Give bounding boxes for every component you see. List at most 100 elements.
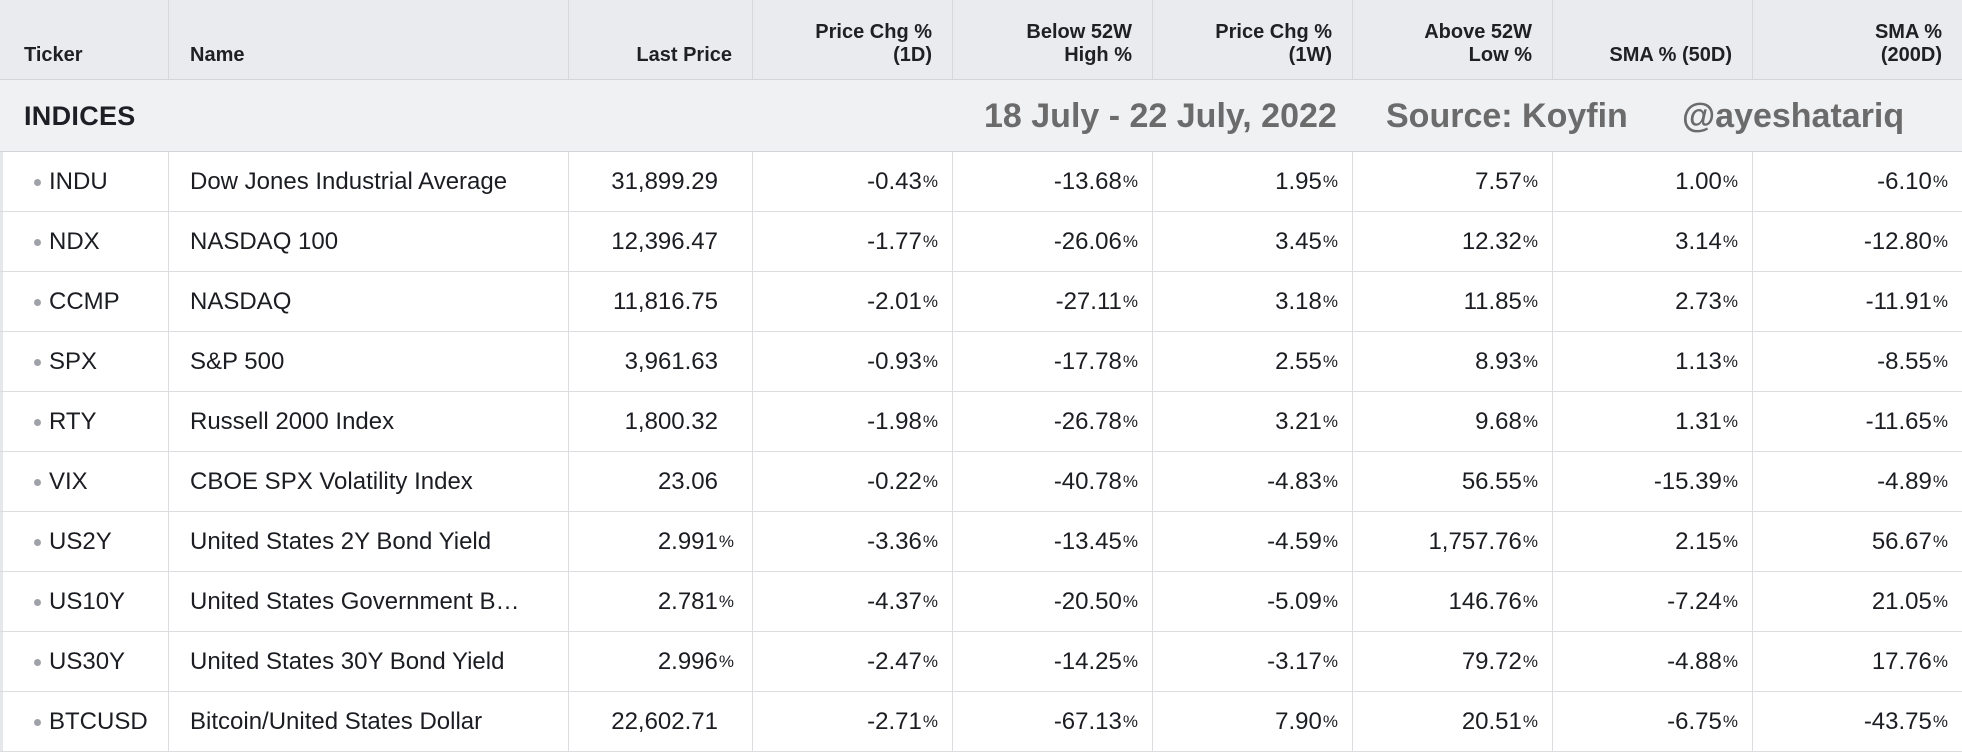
last-price-cell: 2.991% — [569, 512, 753, 571]
percent-sign: % — [1522, 651, 1538, 671]
percent-sign: % — [1522, 231, 1538, 251]
percent-sign: % — [922, 411, 938, 431]
table-row[interactable]: VIX CBOE SPX Volatility Index 23.06 -0.22% -… — [0, 452, 1962, 512]
ticker-cell[interactable]: BTCUSD — [0, 692, 169, 751]
last-price-cell: 2.996% — [569, 632, 753, 691]
above-52w-cell: 11.85% — [1353, 272, 1553, 331]
column-header-label: Last Price — [636, 44, 732, 66]
sma-200-value: 17.76 — [1871, 647, 1932, 675]
chg-1d-value: -0.43 — [867, 167, 922, 195]
column-header-below-52w[interactable]: Below 52W High % — [953, 0, 1153, 79]
ticker-cell[interactable]: INDU — [0, 152, 169, 211]
below-52w-cell: -40.78% — [953, 452, 1153, 511]
chg-1d-cell: -2.71% — [753, 692, 953, 751]
table-row[interactable]: INDU Dow Jones Industrial Average 31,899.2… — [0, 152, 1962, 212]
chg-1w-cell: -4.59% — [1153, 512, 1353, 571]
last-price-value: 1,800.32 — [624, 407, 718, 435]
sma-50-cell: -15.39% — [1553, 452, 1753, 511]
chg-1w-value: 1.95 — [1275, 167, 1322, 195]
name-cell: Bitcoin/United States Dollar — [169, 692, 569, 751]
percent-sign: % — [1722, 471, 1738, 491]
ticker-cell[interactable]: RTY — [0, 392, 169, 451]
ticker-cell[interactable]: US2Y — [0, 512, 169, 571]
column-header-label: Price Chg % — [815, 21, 932, 43]
percent-sign: % — [922, 591, 938, 611]
above-52w-cell: 7.57% — [1353, 152, 1553, 211]
column-header-label: Below 52W — [1026, 21, 1132, 43]
chg-1w-value: -4.59 — [1267, 527, 1322, 555]
sma-200-cell: -11.65% — [1753, 392, 1962, 451]
percent-sign: % — [1122, 411, 1138, 431]
ticker-cell[interactable]: VIX — [0, 452, 169, 511]
sma-50-value: 2.73 — [1675, 287, 1722, 315]
column-header-label: SMA % (50D) — [1609, 44, 1732, 66]
sma-50-value: 3.14 — [1675, 227, 1722, 255]
below-52w-cell: -27.11% — [953, 272, 1153, 331]
column-header-above-52w[interactable]: Above 52W Low % — [1353, 0, 1553, 79]
ticker-cell[interactable]: US10Y — [0, 572, 169, 631]
last-price-value: 22,602.71 — [611, 707, 718, 735]
column-header-last-price[interactable]: Last Price — [569, 0, 753, 79]
ticker-symbol: VIX — [49, 467, 88, 495]
percent-sign: % — [1122, 471, 1138, 491]
percent-sign: % — [718, 651, 734, 671]
below-52w-value: -40.78 — [1053, 467, 1122, 495]
ticker-symbol: US2Y — [49, 527, 112, 555]
percent-sign: % — [1522, 471, 1538, 491]
table-row[interactable]: BTCUSD Bitcoin/United States Dollar 22,602… — [0, 692, 1962, 752]
ticker-cell[interactable]: SPX — [0, 332, 169, 391]
last-price-cell: 22,602.71 — [569, 692, 753, 751]
last-price-cell: 1,800.32 — [569, 392, 753, 451]
sma-50-cell: -7.24% — [1553, 572, 1753, 631]
last-price-cell: 2.781% — [569, 572, 753, 631]
chg-1w-cell: 3.45% — [1153, 212, 1353, 271]
ticker-cell[interactable]: US30Y — [0, 632, 169, 691]
table-row[interactable]: CCMP NASDAQ 11,816.75 -2.01% -27.11% 3.18% 11.… — [0, 272, 1962, 332]
chg-1w-value: 3.21 — [1275, 407, 1322, 435]
table-row[interactable]: RTY Russell 2000 Index 1,800.32 -1.98% -26.7… — [0, 392, 1962, 452]
percent-sign: % — [1322, 471, 1338, 491]
percent-sign: % — [1932, 591, 1948, 611]
above-52w-cell: 146.76% — [1353, 572, 1553, 631]
table-row[interactable]: US10Y United States Government B… 2.781% -4… — [0, 572, 1962, 632]
column-header-name[interactable]: Name — [169, 0, 569, 79]
last-price-value: 31,899.29 — [611, 167, 718, 195]
column-header-ticker[interactable]: Ticker — [0, 0, 169, 79]
chg-1d-cell: -3.36% — [753, 512, 953, 571]
table-row[interactable]: US30Y United States 30Y Bond Yield 2.996% -… — [0, 632, 1962, 692]
table-row[interactable]: NDX NASDAQ 100 12,396.47 -1.77% -26.06% 3.45%… — [0, 212, 1962, 272]
column-header-chg-1w[interactable]: Price Chg % (1W) — [1153, 0, 1353, 79]
table-row[interactable]: SPX S&P 500 3,961.63 -0.93% -17.78% 2.55% 8.93… — [0, 332, 1962, 392]
chg-1d-cell: -1.77% — [753, 212, 953, 271]
above-52w-value: 56.55 — [1461, 467, 1522, 495]
name-cell: United States 2Y Bond Yield — [169, 512, 569, 571]
column-header-sma-50[interactable]: SMA % (50D) — [1553, 0, 1753, 79]
above-52w-value: 1,757.76 — [1428, 527, 1522, 555]
ticker-symbol: NDX — [49, 227, 100, 255]
sma-50-value: 2.15 — [1675, 527, 1722, 555]
below-52w-value: -17.78 — [1053, 347, 1122, 375]
table-row[interactable]: US2Y United States 2Y Bond Yield 2.991% -3.… — [0, 512, 1962, 572]
sma-200-cell: 21.05% — [1753, 572, 1962, 631]
percent-sign: % — [1122, 531, 1138, 551]
sma-50-cell: 2.73% — [1553, 272, 1753, 331]
sma-50-value: 1.00 — [1675, 167, 1722, 195]
last-price-value: 3,961.63 — [624, 347, 718, 375]
column-header-label: SMA % — [1874, 21, 1942, 43]
column-header-chg-1d[interactable]: Price Chg % (1D) — [753, 0, 953, 79]
date-range-overlay: 18 July - 22 July, 2022 — [984, 97, 1337, 135]
percent-sign: % — [1932, 711, 1948, 731]
last-price-cell: 3,961.63 — [569, 332, 753, 391]
chg-1d-cell: -0.93% — [753, 332, 953, 391]
below-52w-cell: -14.25% — [953, 632, 1153, 691]
chg-1w-value: 3.45 — [1275, 227, 1322, 255]
name-cell: United States Government B… — [169, 572, 569, 631]
percent-sign: % — [1322, 651, 1338, 671]
sma-50-value: 1.13 — [1675, 347, 1722, 375]
chg-1d-value: -2.47 — [867, 647, 922, 675]
column-header-sma-200[interactable]: SMA % (200D) — [1753, 0, 1962, 79]
ticker-cell[interactable]: NDX — [0, 212, 169, 271]
above-52w-value: 9.68 — [1475, 407, 1522, 435]
last-price-value: 23.06 — [657, 467, 718, 495]
ticker-cell[interactable]: CCMP — [0, 272, 169, 331]
